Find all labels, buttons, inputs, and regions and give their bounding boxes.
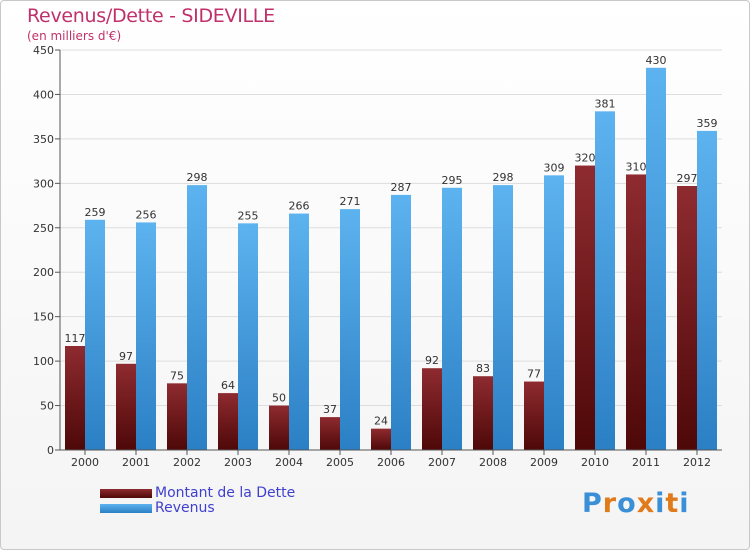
bar-dette [677,186,697,450]
chart-title: Revenus/Dette - SIDEVILLE [27,5,275,27]
data-label-revenus: 381 [595,97,616,110]
bar-dette [320,417,340,450]
data-label-dette: 97 [119,350,133,363]
bar-revenus [187,185,207,450]
data-label-revenus: 256 [136,208,157,221]
x-tick-label: 2009 [530,456,558,469]
x-tick-label: 2000 [71,456,99,469]
logo-letter: i [679,488,690,519]
bar-dette [626,174,646,450]
bar-dette [371,428,391,450]
bar-dette [65,346,85,450]
logo-letter: i [655,488,666,519]
x-tick-label: 2008 [479,456,507,469]
y-tick-label: 400 [33,88,54,101]
bar-revenus [697,130,717,450]
bar-dette [116,363,136,450]
x-tick-label: 2005 [326,456,354,469]
chart-subtitle: (en milliers d'€) [27,29,122,43]
bar-revenus [289,213,309,450]
y-tick-label: 50 [40,400,54,413]
data-label-dette: 297 [677,172,698,185]
y-tick-label: 350 [33,133,54,146]
x-tick-label: 2010 [581,456,609,469]
data-label-dette: 50 [272,392,286,405]
data-label-dette: 117 [65,332,86,345]
logo-letter: r [602,488,618,519]
data-label-dette: 320 [575,152,596,165]
bar-revenus [646,67,666,451]
y-tick-label: 250 [33,222,54,235]
bar-dette [524,381,544,450]
data-labels: 117 259 97 256 75 298 64 255 50 266 37 271 24 287 92 29… [65,54,718,428]
data-label-dette: 24 [374,415,388,428]
y-tick-label: 450 [33,44,54,57]
data-label-dette: 92 [425,354,439,367]
bar-revenus [85,219,105,450]
data-label-dette: 83 [476,362,490,375]
bar-revenus [136,222,156,450]
data-label-dette: 77 [527,368,541,381]
bar-dette [167,383,187,450]
data-label-dette: 75 [170,369,184,382]
bars [65,67,717,451]
bar-dette [422,368,442,450]
logo-letter: t [665,488,680,519]
data-label-revenus: 309 [544,161,565,174]
legend-label-revenus: Revenus [155,500,215,516]
y-tick-label: 300 [33,177,54,190]
y-tick-label: 0 [47,444,54,457]
data-label-revenus: 298 [493,171,514,184]
data-label-dette: 64 [221,379,235,392]
bar-revenus [493,185,513,450]
data-label-revenus: 259 [85,206,106,219]
y-tick-label: 200 [33,266,54,279]
x-tick-label: 2012 [683,456,711,469]
bar-dette [218,393,238,450]
y-tick-label: 100 [33,355,54,368]
bar-revenus [238,223,258,450]
y-tick-label: 150 [33,311,54,324]
data-label-revenus: 287 [391,181,412,194]
bar-revenus [391,194,411,450]
bar-dette [473,376,493,450]
x-tick-label: 2007 [428,456,456,469]
x-tick-label: 2004 [275,456,303,469]
data-label-revenus: 255 [238,209,259,222]
legend-label-dette: Montant de la Dette [155,485,296,501]
axes: 0 50 100 150 200 250 300 350 400 450 2000 2001 2002 2… [33,44,722,469]
bar-revenus [595,111,615,450]
data-label-dette: 37 [323,403,337,416]
data-label-revenus: 271 [340,195,361,208]
x-tick-label: 2003 [224,456,252,469]
logo-letter: o [617,488,637,519]
logo-letter: P [582,488,603,519]
data-label-revenus: 359 [697,117,718,130]
data-label-dette: 310 [626,160,647,173]
x-tick-label: 2002 [173,456,201,469]
x-tick-label: 2006 [377,456,405,469]
bar-revenus [442,187,462,450]
x-tick-label: 2001 [122,456,150,469]
proxiti-logo: Proxiti [582,488,690,519]
data-label-revenus: 430 [646,54,667,67]
bar-revenus [544,175,564,451]
bar-dette [269,405,289,450]
bar-dette [575,165,595,451]
data-label-revenus: 298 [187,171,208,184]
legend-swatch-revenus [100,504,152,513]
logo-letter: x [636,488,656,519]
data-label-revenus: 295 [442,174,463,187]
x-tick-label: 2011 [632,456,660,469]
data-label-revenus: 266 [289,200,310,213]
legend-swatch-dette [100,489,152,498]
bar-revenus [340,209,360,450]
